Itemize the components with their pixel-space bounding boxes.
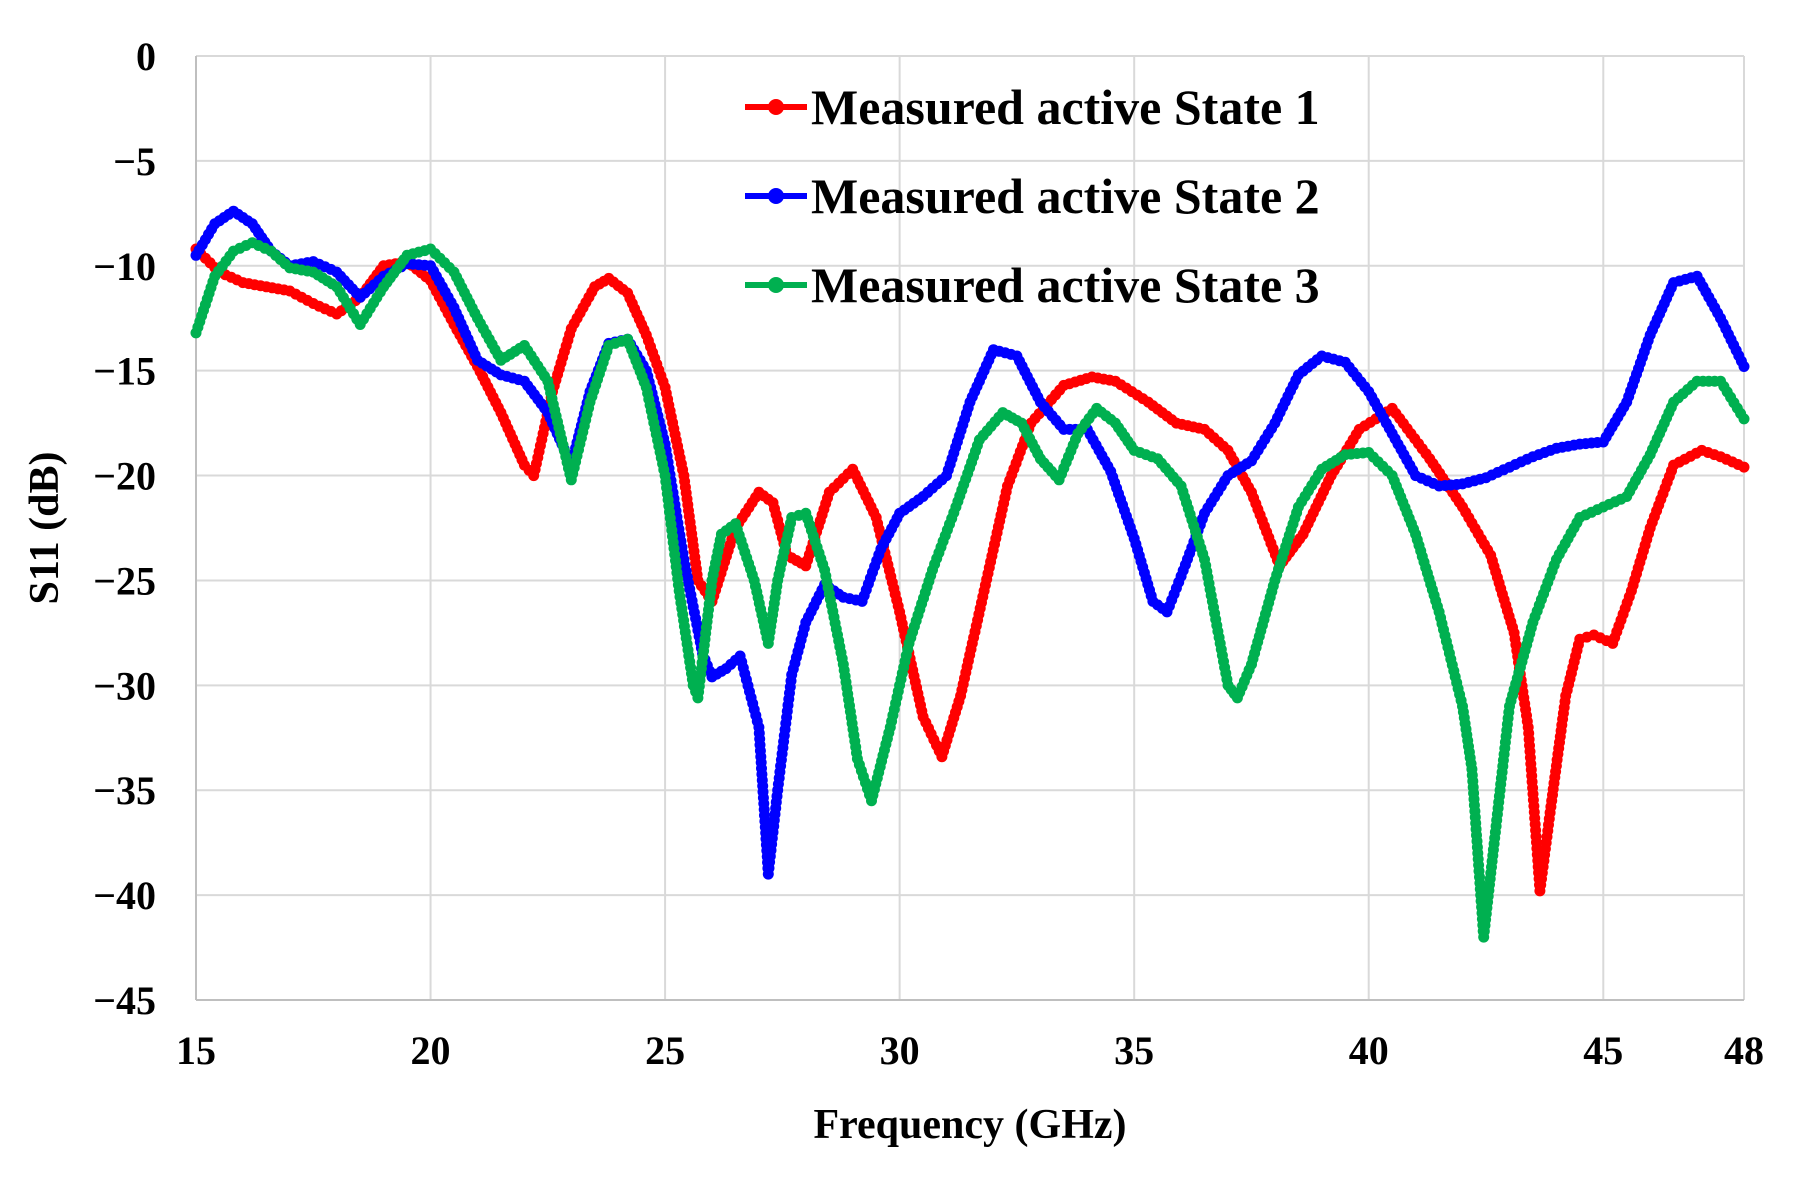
legend: Measured active State 1 Measured active S… <box>745 79 1320 313</box>
y-tick-label: −20 <box>93 454 156 499</box>
x-tick-label: 15 <box>176 1028 216 1073</box>
data-point <box>1738 360 1750 372</box>
legend-label: Measured active State 1 <box>811 79 1320 135</box>
x-tick-label: 48 <box>1724 1028 1764 1073</box>
y-tick-label: −10 <box>93 244 156 289</box>
legend-label: Measured active State 2 <box>811 168 1320 224</box>
y-tick-label: −30 <box>93 663 156 708</box>
legend-item-3: Measured active State 3 <box>745 257 1320 313</box>
y-tick-label: 0 <box>136 34 156 79</box>
y-tick-label: −15 <box>93 349 156 394</box>
x-tick-label: 25 <box>645 1028 685 1073</box>
x-tick-label: 35 <box>1114 1028 1154 1073</box>
y-tick-label: −25 <box>93 558 156 603</box>
y-tick-label: −40 <box>93 873 156 918</box>
legend-item-2: Measured active State 2 <box>745 168 1320 224</box>
legend-label: Measured active State 3 <box>811 257 1320 313</box>
y-tick-label: −5 <box>113 139 156 184</box>
y-tick-label: −35 <box>93 768 156 813</box>
data-point <box>1738 461 1750 473</box>
y-axis-title: S11 (dB) <box>22 452 68 605</box>
data-series <box>190 205 1750 943</box>
data-point <box>1738 413 1750 425</box>
x-tick-label: 40 <box>1349 1028 1389 1073</box>
legend-swatch-marker <box>768 99 784 115</box>
x-tick-label: 45 <box>1583 1028 1623 1073</box>
legend-swatch-marker <box>768 277 784 293</box>
axes: 0 −5 −10 −15 −20 −25 −30 −35 −40 −45 15 20 25 30 35 40 4… <box>93 34 1764 1073</box>
legend-swatch-marker <box>768 188 784 204</box>
x-tick-label: 20 <box>411 1028 451 1073</box>
y-tick-label: −45 <box>93 978 156 1023</box>
x-tick-label: 30 <box>880 1028 920 1073</box>
series-3 <box>190 237 1750 943</box>
legend-item-1: Measured active State 1 <box>745 79 1320 135</box>
x-axis-title: Frequency (GHz) <box>814 1102 1127 1148</box>
